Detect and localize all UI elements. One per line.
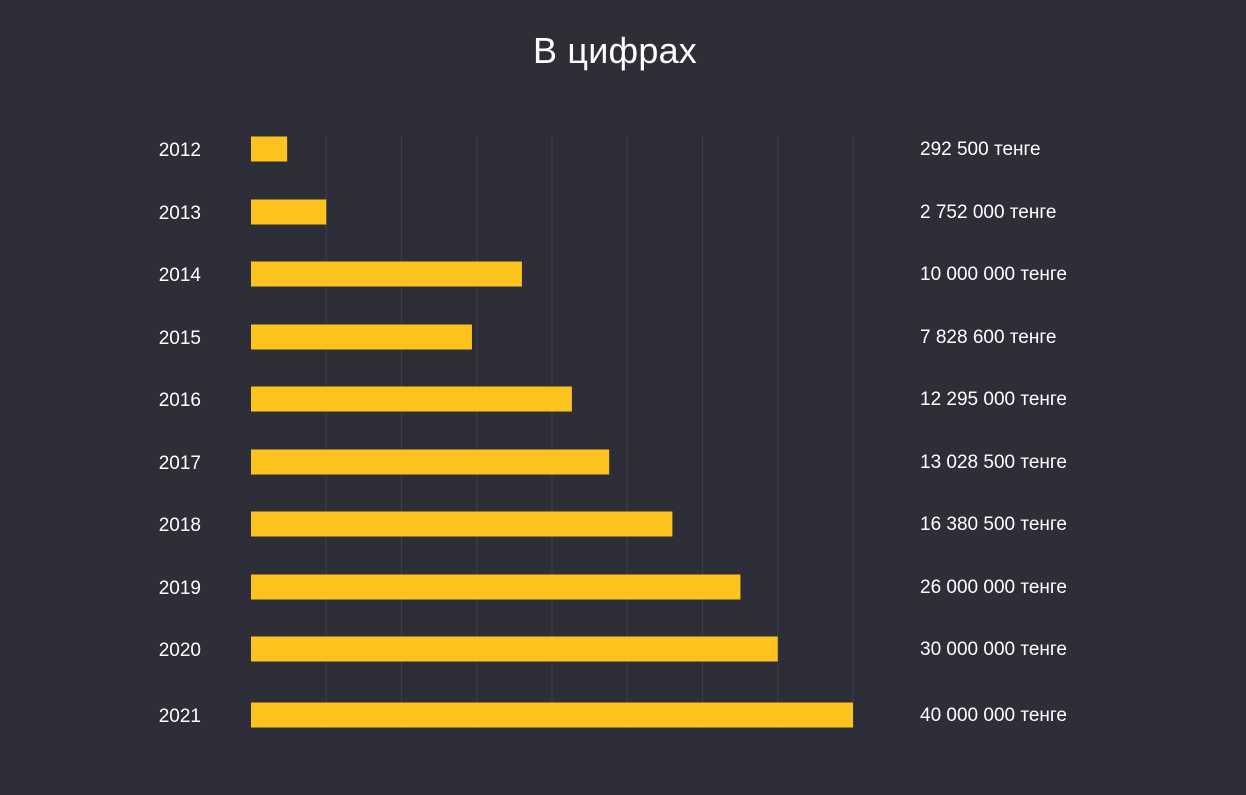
bar-2012 — [251, 136, 288, 162]
value-label-2015: 7 828 600 тенге — [920, 327, 1056, 348]
year-label-2015: 2015 — [159, 328, 201, 349]
bar-2013 — [251, 199, 327, 225]
value-label-2018: 16 380 500 тенге — [920, 514, 1067, 535]
bar-2021 — [251, 702, 853, 728]
value-label-2020: 30 000 000 тенге — [920, 639, 1067, 660]
bar-2019 — [251, 574, 741, 600]
year-label-2017: 2017 — [159, 453, 201, 474]
chart-title: В цифрах — [532, 30, 697, 71]
year-labels: 2012 2013 2014 2015 2016 2017 2018 2019 2020 2021 — [159, 140, 202, 727]
value-label-2019: 26 000 000 тенге — [920, 577, 1067, 598]
value-label-2016: 12 295 000 тенге — [920, 389, 1067, 410]
value-label-2021: 40 000 000 тенге — [920, 705, 1067, 726]
value-label-2017: 13 028 500 тенге — [920, 452, 1067, 473]
grid-lines — [325, 136, 854, 728]
year-label-2016: 2016 — [159, 390, 201, 411]
value-label-2012: 292 500 тенге — [920, 139, 1041, 160]
year-label-2020: 2020 — [159, 640, 201, 661]
bar-2017 — [251, 449, 610, 475]
value-labels: 292 500 тенге 2 752 000 тенге 10 000 000 т… — [920, 139, 1067, 726]
year-label-2012: 2012 — [159, 140, 201, 161]
bar-2014 — [251, 261, 522, 287]
year-label-2019: 2019 — [159, 578, 201, 599]
bar-2016 — [251, 386, 572, 412]
value-label-2014: 10 000 000 тенге — [920, 264, 1067, 285]
bar-2015 — [251, 324, 472, 350]
year-label-2018: 2018 — [159, 515, 201, 536]
bars — [251, 136, 853, 728]
bar-2018 — [251, 511, 673, 537]
year-label-2014: 2014 — [159, 265, 202, 286]
value-label-2013: 2 752 000 тенге — [920, 202, 1056, 223]
bar-2020 — [251, 636, 778, 662]
year-label-2013: 2013 — [159, 203, 201, 224]
year-label-2021: 2021 — [159, 706, 201, 727]
